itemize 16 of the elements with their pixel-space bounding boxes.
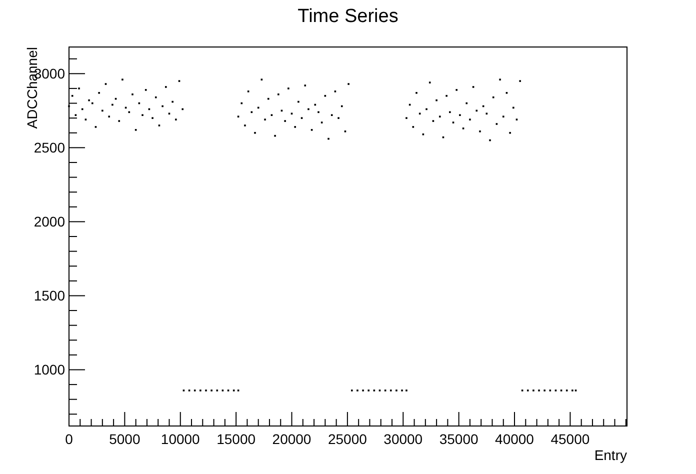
y-tick-label: 1000 <box>34 362 66 378</box>
x-tick-label: 15000 <box>216 431 256 447</box>
x-tick-label: 35000 <box>439 431 478 447</box>
y-tick-label: 1500 <box>34 288 66 304</box>
x-tick-label: 30000 <box>384 431 423 447</box>
chart-title: Time Series <box>298 6 398 27</box>
x-tick-label: 25000 <box>328 431 368 447</box>
x-tick-label: 5000 <box>109 431 140 447</box>
x-tick-label: 0 <box>65 431 74 447</box>
y-tick-label: 2000 <box>34 214 66 230</box>
x-tick-label: 40000 <box>495 431 534 447</box>
x-tick-label: 45000 <box>550 431 590 447</box>
x-tick-label: 20000 <box>272 431 312 447</box>
x-axis-title: Entry <box>594 447 627 463</box>
y-tick-label: 2500 <box>34 140 66 156</box>
x-tick-label: 10000 <box>160 431 200 447</box>
